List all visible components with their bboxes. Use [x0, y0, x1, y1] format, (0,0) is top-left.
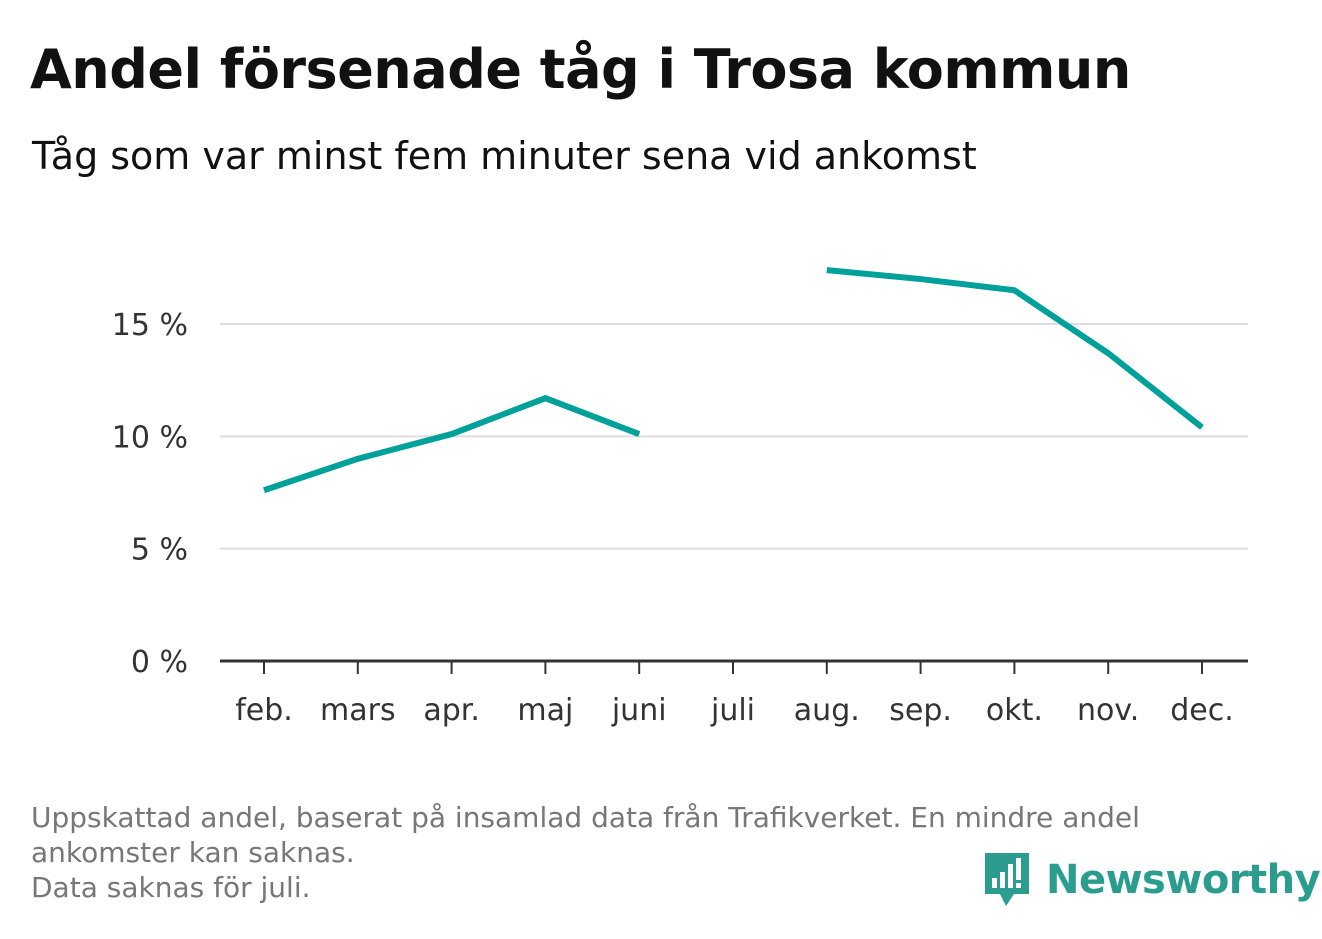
newsworthy-logo-icon [985, 853, 1029, 906]
y-axis: 0 % 5 % 10 % 15 % [112, 308, 188, 680]
x-tick-label: maj [517, 693, 573, 728]
footnote-line-1: Uppskattad andel, baserat på insamlad da… [31, 801, 1140, 834]
x-tick-label: dec. [1170, 693, 1234, 728]
x-tick-label: nov. [1077, 693, 1139, 728]
x-tick-label: feb. [235, 693, 293, 728]
brand-name: Newsworthy [1046, 857, 1321, 903]
x-tick-label: aug. [794, 693, 860, 728]
y-tick-label: 15 % [112, 308, 188, 343]
x-axis: feb. mars apr. maj juni juli aug. sep. okt. nov. d… [220, 659, 1248, 728]
brand-logo: Newsworthy [982, 850, 1321, 910]
x-tick-label: juli [710, 693, 755, 728]
footnote-line-2: ankomster kan saknas. [31, 836, 355, 869]
x-tick-label: sep. [889, 693, 952, 728]
footnote: Uppskattad andel, baserat på insamlad da… [31, 800, 1140, 905]
chart-subtitle: Tåg som var minst fem minuter sena vid a… [32, 134, 977, 178]
y-tick-label: 5 % [131, 533, 188, 568]
x-tick-label: apr. [423, 693, 480, 728]
y-tick-label: 10 % [112, 420, 188, 455]
series-line-segment [826, 267, 1204, 430]
y-tick-label: 0 % [131, 645, 188, 680]
series-line-segment [263, 394, 641, 494]
footnote-line-3: Data saknas för juli. [31, 871, 311, 904]
series-lines [263, 267, 1204, 494]
chart-title: Andel försenade tåg i Trosa kommun [30, 38, 1131, 101]
x-tick-label: okt. [986, 693, 1043, 728]
grid-lines [220, 323, 1248, 550]
x-tick-label: mars [320, 693, 396, 728]
x-tick-label: juni [611, 693, 667, 728]
